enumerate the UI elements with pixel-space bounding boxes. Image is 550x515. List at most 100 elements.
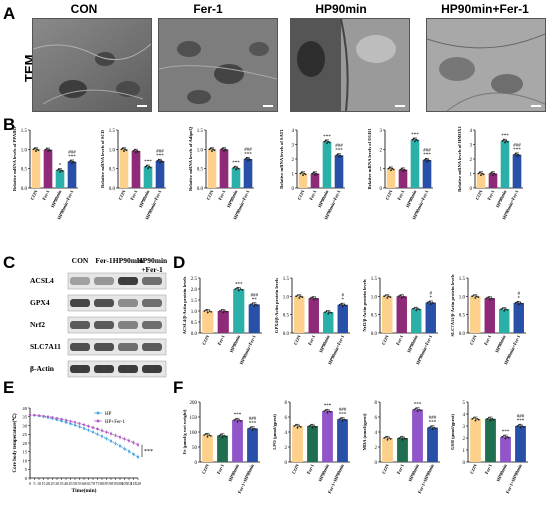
x-tick-label: HP90min xyxy=(495,189,508,208)
x-tick-label: 105 xyxy=(122,481,128,486)
data-dot xyxy=(239,420,242,422)
data-dot xyxy=(35,150,37,152)
tem-title-fer1: Fer-1 xyxy=(193,2,223,16)
data-point xyxy=(132,441,135,444)
x-tick-label: CON xyxy=(30,189,39,201)
data-dot xyxy=(57,168,60,171)
data-point xyxy=(73,423,77,427)
data-dot xyxy=(315,298,318,300)
y-tick-label: 3 xyxy=(292,144,295,149)
data-dot xyxy=(477,418,480,421)
significance-mark: *** xyxy=(501,134,509,139)
x-tick-label: CON xyxy=(293,334,302,346)
data-dot xyxy=(223,150,225,152)
bar xyxy=(143,166,153,188)
data-dot xyxy=(434,427,437,430)
bar xyxy=(322,141,332,188)
x-tick-label: Fer-1+HP90min xyxy=(417,463,435,494)
data-dot xyxy=(383,437,386,439)
significance-mark: ### xyxy=(249,417,257,422)
bar xyxy=(323,312,334,333)
bar xyxy=(488,173,498,188)
tem-image-hp90 xyxy=(290,18,410,112)
data-dot xyxy=(343,418,346,421)
data-point xyxy=(51,416,54,419)
x-tick-label: 110 xyxy=(126,481,132,486)
data-dot xyxy=(253,427,256,430)
x-tick-label: 55 xyxy=(78,481,82,486)
data-dot xyxy=(302,174,304,177)
data-dot xyxy=(389,438,392,440)
significance-mark: ### xyxy=(68,150,76,155)
data-dot xyxy=(149,166,152,169)
bar xyxy=(470,418,481,462)
data-dot xyxy=(344,419,347,422)
data-dot xyxy=(145,164,148,167)
data-dot xyxy=(338,418,341,421)
significance-mark: *** xyxy=(335,149,343,154)
data-dot xyxy=(204,433,207,435)
bar xyxy=(513,302,524,333)
bar xyxy=(512,154,522,188)
wb-membrane xyxy=(67,272,167,290)
data-dot xyxy=(220,309,223,312)
x-tick-label: 60 xyxy=(82,481,86,486)
data-dot xyxy=(314,174,316,177)
y-tick-label: 0.0 xyxy=(371,332,378,337)
data-dot xyxy=(341,305,344,308)
wb-lane-label: CON xyxy=(72,256,89,265)
significance-mark: *** xyxy=(232,161,240,166)
x-tick-label: 80 xyxy=(100,481,104,486)
y-tick-label: 2 xyxy=(285,446,288,451)
data-dot xyxy=(492,418,495,421)
x-tick-label: HP90min+Fer-1 xyxy=(239,334,257,366)
bar-chart-f4: 0 1 2 3 4 5 GSH (μmol/gprot) CON Fer-1 HP90min ***… xyxy=(450,401,528,494)
significance-mark: # xyxy=(342,294,345,299)
panel-letter-e: E xyxy=(3,378,15,397)
data-dot xyxy=(315,172,318,175)
x-tick-label: 25 xyxy=(51,481,55,486)
data-dot xyxy=(493,172,496,175)
bar xyxy=(485,418,496,462)
data-dot xyxy=(489,172,492,175)
x-tick-label: 35 xyxy=(60,481,64,486)
bar-chart-b2: 0.0 0.5 1.0 1.5 Relative mRNA levels of SCD C… xyxy=(100,129,166,220)
data-dot xyxy=(225,149,228,152)
x-tick-label: 95 xyxy=(114,481,118,486)
bar xyxy=(412,409,423,462)
data-dot xyxy=(37,149,40,152)
x-tick-label: 30 xyxy=(55,481,59,486)
wb-band xyxy=(142,365,162,373)
data-dot xyxy=(429,303,432,306)
bar xyxy=(398,169,408,188)
data-dot xyxy=(248,427,251,430)
data-dot xyxy=(501,435,504,438)
data-dot xyxy=(516,301,519,304)
x-tick-label: Fer-1+HP90min xyxy=(505,463,523,494)
y-tick-label: 1.5 xyxy=(371,277,378,282)
x-tick-label: Fer-1 xyxy=(396,189,405,201)
wb-lane-label: HP90min xyxy=(113,256,144,265)
data-dot xyxy=(124,148,127,151)
bar xyxy=(386,168,396,188)
data-dot xyxy=(36,148,39,151)
y-tick-label: 1 xyxy=(380,168,383,173)
data-dot xyxy=(471,295,474,298)
x-tick-label: Fer-1 xyxy=(217,334,226,346)
data-dot xyxy=(234,418,237,420)
data-point xyxy=(60,419,63,423)
data-dot xyxy=(323,140,326,143)
x-tick-label: Fer-1 xyxy=(129,189,138,201)
bar xyxy=(500,140,510,188)
data-point xyxy=(132,453,135,456)
y-tick-label: 3 xyxy=(380,129,383,134)
data-dot xyxy=(241,288,243,291)
data-dot xyxy=(73,161,76,164)
x-tick-label: CON xyxy=(291,463,300,475)
x-tick-label: 70 xyxy=(91,481,95,486)
data-dot xyxy=(71,162,73,165)
data-point xyxy=(100,429,104,432)
data-dot xyxy=(32,148,35,151)
y-axis-label: MDA (nmol/gprot) xyxy=(362,413,367,450)
